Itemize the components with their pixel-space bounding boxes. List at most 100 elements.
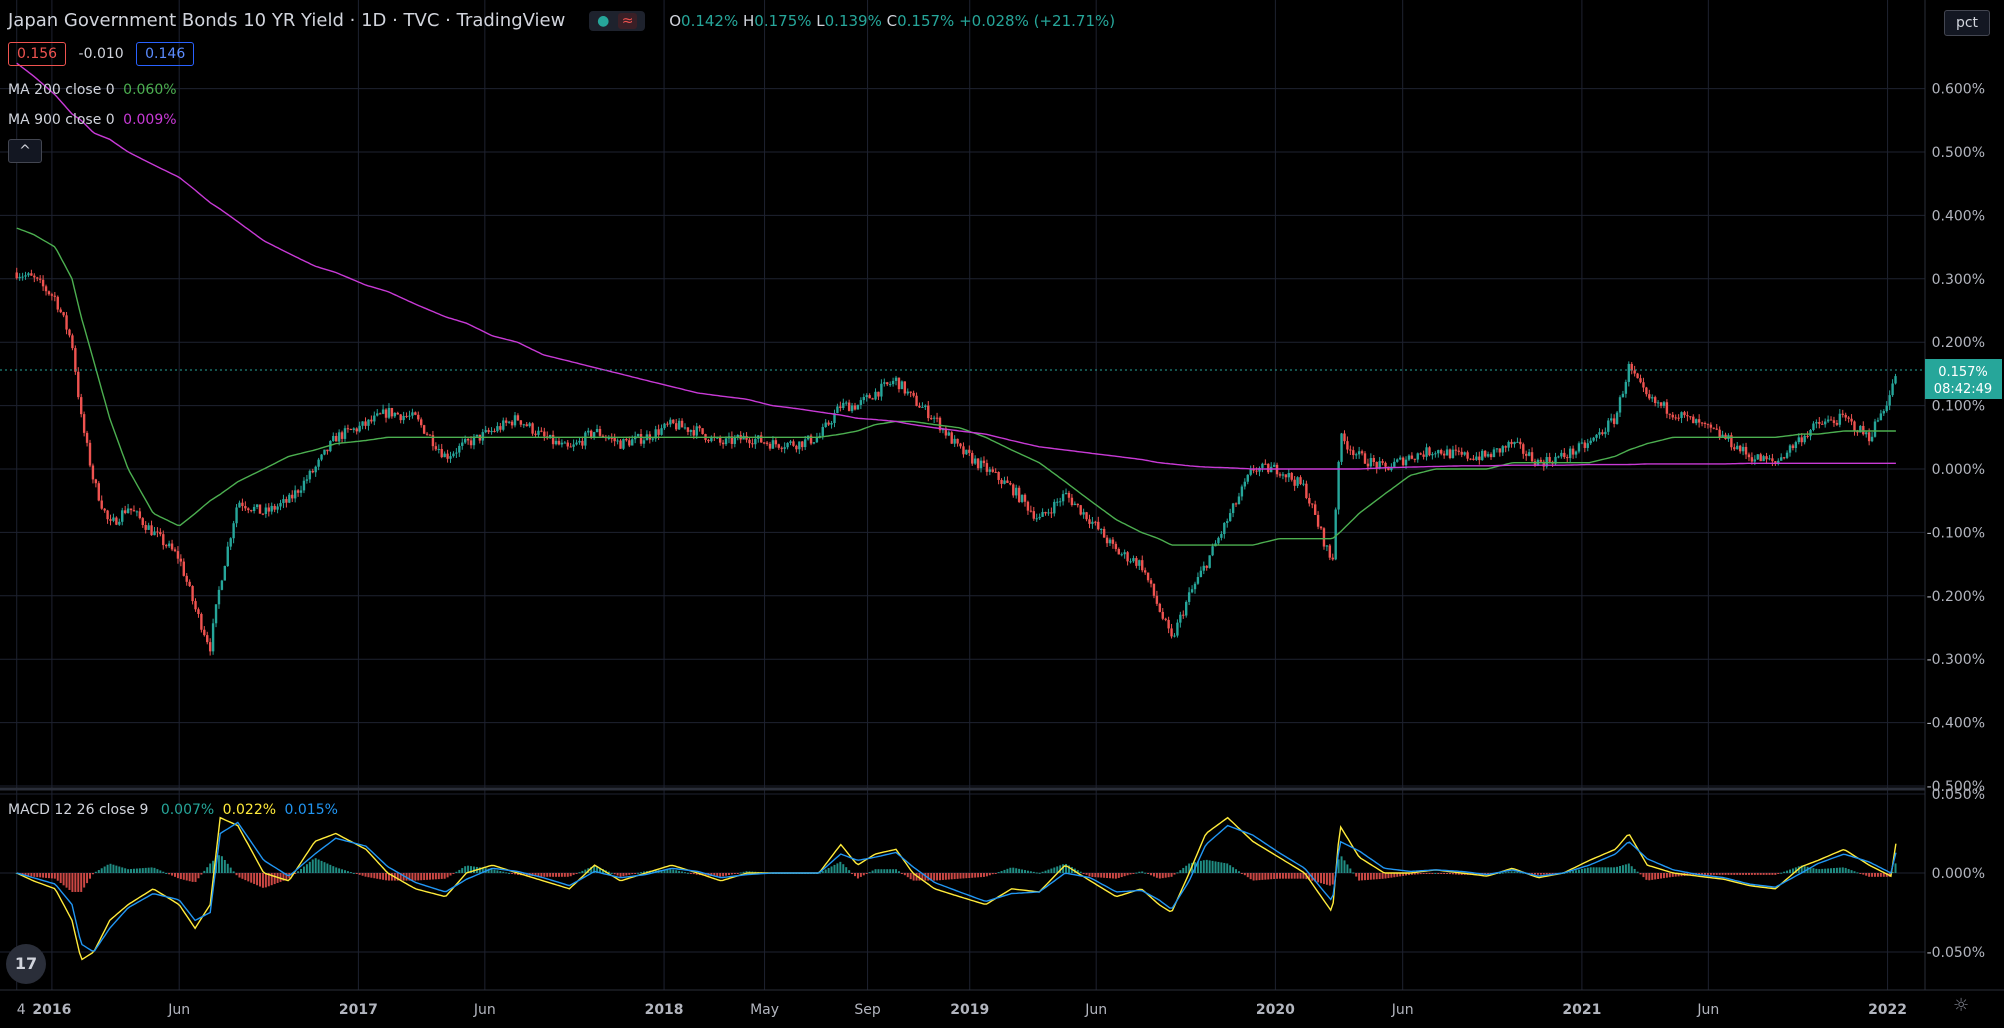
macd-histogram-bar <box>1349 868 1352 873</box>
candle-body <box>62 312 65 316</box>
macd-histogram-bar <box>1789 869 1791 873</box>
candle-body <box>1853 421 1856 432</box>
macd-histogram-bar <box>1876 873 1879 877</box>
candle-body <box>1894 376 1897 384</box>
candle-body <box>1489 454 1493 458</box>
candle-body <box>94 479 98 484</box>
macd-histogram-bar <box>1202 860 1205 873</box>
macd-histogram-bar <box>147 867 150 873</box>
candle-body <box>361 421 364 426</box>
ma900-legend[interactable]: MA 900 close 0 0.009% <box>8 112 177 128</box>
candle-body <box>244 506 247 509</box>
macd-histogram-bar <box>188 873 191 882</box>
candle-body <box>1196 577 1200 584</box>
macd-histogram-bar <box>1501 872 1504 874</box>
percent-scale-button[interactable]: pct <box>1944 10 1990 36</box>
macd-histogram-bar <box>1709 873 1712 875</box>
macd-legend[interactable]: MACD 12 26 close 9 0.007% 0.022% 0.015% <box>8 802 338 818</box>
macd-axis[interactable]: 0.050% 0.000% -0.050% <box>1927 787 1985 961</box>
macd-histogram-bar <box>264 873 267 888</box>
candle-body <box>1381 461 1384 463</box>
candle-body <box>798 441 801 450</box>
candle-body <box>115 517 118 525</box>
candle-body <box>1305 483 1308 499</box>
candle-body <box>1293 479 1296 486</box>
candle-body <box>1393 461 1396 467</box>
symbol-legend[interactable]: Japan Government Bonds 10 YR Yield · 1D … <box>8 10 1115 31</box>
candle-body <box>557 440 561 445</box>
collapse-legend-button[interactable]: ^ <box>8 139 42 163</box>
macd-histogram-bar <box>827 867 830 873</box>
candle-body <box>1803 435 1806 443</box>
tradingview-logo-icon[interactable]: 17 <box>6 944 46 984</box>
macd-histogram-bar <box>144 867 147 873</box>
macd-histogram-bar <box>209 863 212 873</box>
candle-body <box>1038 516 1041 519</box>
macd-histogram-bar <box>675 870 678 873</box>
candle-body <box>1686 415 1689 417</box>
candle-body <box>484 430 487 433</box>
macd-histogram-bar <box>115 865 118 873</box>
macd-label[interactable]: MACD 12 26 close 9 <box>8 802 149 818</box>
macd-histogram-bar <box>373 873 376 879</box>
price-axis[interactable]: 0.600% 0.500% 0.400% 0.300% 0.200% 0.100% 0.00… <box>1927 82 1985 795</box>
macd-histogram-bar <box>411 873 414 881</box>
macd-histogram-bar <box>947 873 950 880</box>
macd-histogram-bar <box>1534 873 1536 875</box>
symbol-title[interactable]: Japan Government Bonds 10 YR Yield · 1D … <box>8 10 566 31</box>
macd-histogram-bar <box>622 873 625 877</box>
macd-histogram-bar <box>174 873 176 877</box>
time-axis[interactable]: 4 2016 Jun 2017 Jun 2018 May Sep 2019 Jun 2020 Jun 2… <box>17 1002 1907 1018</box>
candle-body <box>762 442 766 444</box>
macd-histogram-bar <box>537 873 540 877</box>
ma200-label[interactable]: MA 200 close 0 <box>8 82 115 98</box>
macd-histogram-bar <box>1437 873 1440 874</box>
candle-body <box>880 383 883 397</box>
candle-body <box>1419 453 1422 455</box>
candle-body <box>1023 494 1027 502</box>
macd-histogram-bar <box>1648 873 1651 881</box>
candle-body <box>554 440 558 445</box>
macd-histogram-bar <box>663 869 666 873</box>
macd-histogram-bar <box>546 873 549 877</box>
macd-histogram-bar <box>323 862 326 873</box>
macd-histogram-bar <box>1604 867 1607 873</box>
macd-histogram-bar <box>241 873 244 879</box>
candle-body <box>921 406 924 408</box>
candle-body <box>1809 429 1812 437</box>
candle-body <box>774 440 778 445</box>
candle-body <box>1765 456 1768 460</box>
macd-histogram-bar <box>1519 872 1522 874</box>
ma900-label[interactable]: MA 900 close 0 <box>8 112 115 128</box>
candle-body <box>701 428 704 435</box>
macd-histogram-bar <box>1791 868 1794 873</box>
candle-body <box>669 419 672 425</box>
bid-button[interactable]: 0.156 <box>8 42 67 66</box>
ask-button[interactable]: 0.146 <box>136 42 195 66</box>
macd-histogram-bar <box>578 872 581 874</box>
candle-body <box>1445 449 1449 456</box>
macd-histogram-bar <box>1507 871 1510 873</box>
macd-histogram-bar <box>557 873 560 877</box>
gear-icon[interactable]: ☼ <box>1953 995 1970 1016</box>
market-status[interactable]: ● ≈ <box>589 11 646 31</box>
candle-body <box>223 566 227 581</box>
macd-pane[interactable] <box>15 816 1897 961</box>
candle-body <box>358 425 361 432</box>
candle-body <box>900 381 904 390</box>
macd-histogram-bar <box>443 873 446 879</box>
macd-histogram-bar <box>889 869 892 873</box>
macd-histogram-bar <box>1109 873 1111 879</box>
macd-histogram-bar <box>138 868 141 873</box>
macd-histogram-bar <box>24 873 27 875</box>
macd-histogram-bar <box>1812 868 1815 873</box>
macd-histogram-bar <box>490 869 493 873</box>
macd-histogram-bar <box>1627 863 1630 873</box>
macd-histogram-bar <box>1205 859 1208 873</box>
candle-body <box>420 419 423 426</box>
price-pane[interactable] <box>15 62 1897 656</box>
ma200-legend[interactable]: MA 200 close 0 0.060% <box>8 82 177 98</box>
candle-body <box>894 377 898 381</box>
candle-body <box>1319 526 1323 529</box>
candle-body <box>1454 449 1458 451</box>
